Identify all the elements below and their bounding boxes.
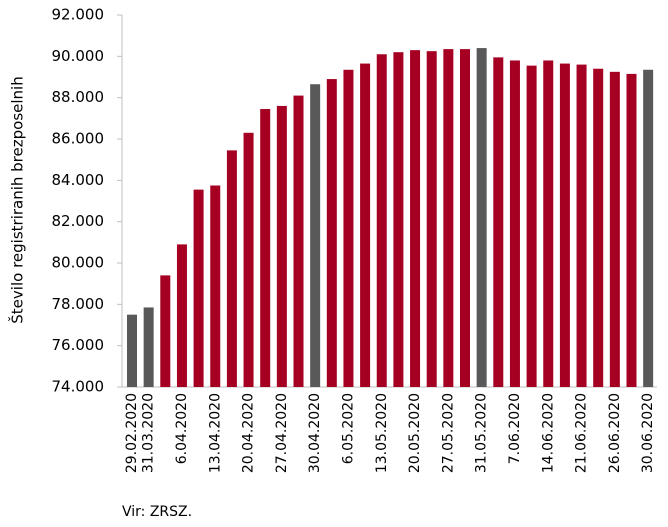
- y-tick-label: 80.000: [52, 254, 105, 272]
- x-tick-label: 26.06.2020: [607, 393, 623, 473]
- bar: [160, 275, 171, 387]
- bar: [443, 49, 454, 387]
- bar: [343, 69, 354, 388]
- bar: [276, 105, 287, 387]
- bar: [626, 73, 637, 388]
- x-tick-label: 14.06.2020: [540, 393, 556, 473]
- x-tick-label: 29.02.2020: [124, 393, 140, 473]
- bar: [243, 132, 254, 387]
- y-axis-label: Število registriranih brezposelnih: [8, 76, 27, 323]
- bar: [143, 307, 154, 387]
- bar: [260, 109, 271, 388]
- bar: [310, 84, 321, 387]
- bar: [193, 189, 204, 387]
- x-tick-label: 31.05.2020: [474, 393, 490, 473]
- bar: [643, 69, 654, 388]
- bar: [210, 185, 221, 387]
- x-tick-label: 27.04.2020: [274, 393, 290, 473]
- bar: [460, 49, 470, 387]
- x-tick-label: 20.05.2020: [407, 393, 423, 473]
- x-tick-label: 21.06.2020: [574, 393, 590, 473]
- bar: [410, 50, 421, 388]
- bar: [293, 95, 304, 387]
- y-tick-label: 90.000: [52, 47, 105, 65]
- bar: [426, 51, 437, 388]
- y-tick-label: 92.000: [52, 6, 105, 24]
- bar: [543, 60, 554, 387]
- bar: [509, 60, 520, 387]
- x-tick-label: 30.06.2020: [640, 393, 656, 473]
- bar: [476, 48, 487, 388]
- x-tick-label: 13.05.2020: [374, 393, 390, 473]
- bar: [393, 52, 404, 387]
- x-tick-label: 13.04.2020: [207, 393, 223, 473]
- bar: [593, 68, 604, 387]
- y-tick-label: 74.000: [52, 378, 105, 396]
- y-tick-label: 84.000: [52, 171, 105, 189]
- x-tick-label: 31.03.2020: [141, 393, 157, 473]
- x-tick-label: 30.04.2020: [307, 393, 323, 473]
- x-tick-label: 20.04.2020: [241, 393, 257, 473]
- source-note: Vir: ZRSZ.: [122, 504, 192, 520]
- bar: [326, 79, 337, 388]
- x-tick-label: 6.05.2020: [340, 393, 356, 464]
- x-tick-label: 27.05.2020: [440, 393, 456, 473]
- bar: [360, 63, 371, 388]
- x-tick-label: 6.04.2020: [174, 393, 190, 464]
- bar: [526, 65, 537, 387]
- bar: [609, 71, 620, 387]
- y-tick-label: 86.000: [52, 130, 105, 148]
- bar: [226, 150, 237, 387]
- x-tick-label: 7.06.2020: [507, 393, 523, 464]
- bar: [176, 244, 187, 387]
- y-tick-label: 76.000: [52, 336, 105, 354]
- y-tick-label: 82.000: [52, 212, 105, 230]
- bar: [127, 314, 137, 387]
- bar: [559, 63, 570, 388]
- bar: [576, 64, 587, 387]
- bar: [376, 54, 387, 388]
- bar: [493, 57, 504, 387]
- y-tick-label: 88.000: [52, 88, 105, 106]
- y-tick-label: 78.000: [52, 295, 105, 313]
